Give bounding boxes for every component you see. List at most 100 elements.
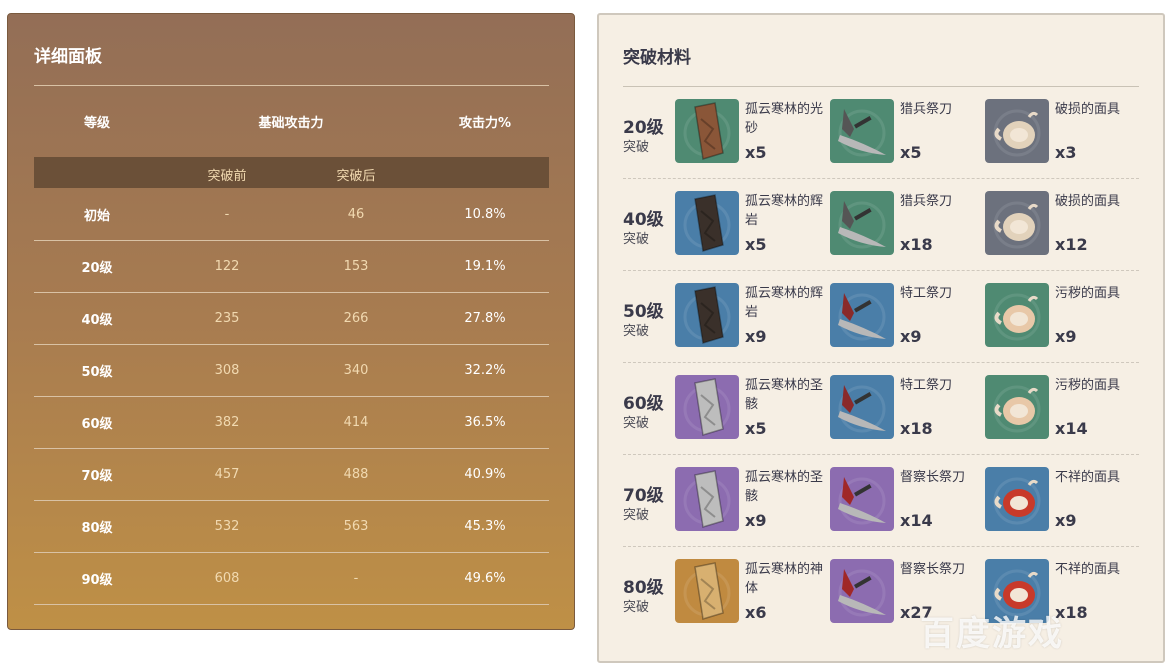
material-quantity: x3 <box>1055 143 1077 162</box>
blade-icon <box>830 559 894 623</box>
material-quantity: x9 <box>1055 511 1077 530</box>
material-name: 猎兵祭刀 <box>900 102 953 117</box>
cell-after: 414 <box>343 414 369 430</box>
material-item[interactable]: 猎兵祭刀 x5 <box>830 99 980 165</box>
material-item[interactable]: 孤云寒林的辉岩 x9 <box>675 283 825 349</box>
table-row: 80级 532 563 45.3% <box>34 500 549 552</box>
material-name: 猎兵祭刀 <box>900 194 953 209</box>
cell-atk-pct: 49.6% <box>464 570 506 586</box>
cell-before: 235 <box>214 310 240 326</box>
material-quantity: x27 <box>900 603 933 622</box>
material-item[interactable]: 孤云寒林的圣骸 x9 <box>675 467 825 533</box>
cell-before: 308 <box>214 362 240 378</box>
material-item[interactable]: 督察长祭刀 x27 <box>830 559 980 625</box>
materials-panel: 突破材料 20级 突破 孤云寒林的光砂 x5 猎兵祭刀 x5 破损的面具 x3 … <box>597 13 1165 663</box>
cell-before: - <box>224 206 230 222</box>
material-row: 20级 突破 孤云寒林的光砂 x5 猎兵祭刀 x5 破损的面具 x3 <box>623 87 1139 179</box>
mask-icon <box>985 559 1049 623</box>
material-name: 督察长祭刀 <box>900 470 966 485</box>
cell-level: 20级 <box>81 260 113 276</box>
material-item[interactable]: 不祥的面具 x9 <box>985 467 1135 533</box>
ascension-label: 突破 <box>623 140 650 155</box>
divider <box>34 85 549 86</box>
material-row: 80级 突破 孤云寒林的神体 x6 督察长祭刀 x27 不祥的面具 x18 <box>623 547 1139 639</box>
table-subheader: 突破前 突破后 <box>34 157 549 188</box>
material-quantity: x9 <box>1055 327 1077 346</box>
material-quantity: x5 <box>745 419 767 438</box>
material-item[interactable]: 不祥的面具 x18 <box>985 559 1135 625</box>
cell-level: 80级 <box>81 520 113 536</box>
material-name: 孤云寒林的辉岩 <box>745 194 824 228</box>
material-item[interactable]: 督察长祭刀 x14 <box>830 467 980 533</box>
material-quantity: x5 <box>900 143 922 162</box>
cell-before: 608 <box>214 570 240 586</box>
material-quantity: x9 <box>745 327 767 346</box>
material-item[interactable]: 孤云寒林的光砂 x5 <box>675 99 825 165</box>
material-item[interactable]: 孤云寒林的神体 x6 <box>675 559 825 625</box>
material-name: 破损的面具 <box>1055 194 1121 209</box>
ascension-level: 20级 <box>623 118 664 138</box>
table-row: 初始 - 46 10.8% <box>34 188 549 240</box>
detail-panel-title: 详细面板 <box>34 47 102 67</box>
cell-before: 382 <box>214 414 240 430</box>
cell-atk-pct: 10.8% <box>464 206 506 222</box>
slab-icon <box>675 559 739 623</box>
header-level: 等级 <box>83 115 111 131</box>
material-name: 特工祭刀 <box>900 286 953 301</box>
detail-panel: 详细面板 等级 基础攻击力 攻击力% 突破前 突破后 初始 - 46 10.8%… <box>7 13 575 630</box>
blade-icon <box>830 191 894 255</box>
material-name: 孤云寒林的辉岩 <box>745 286 824 320</box>
material-item[interactable]: 破损的面具 x3 <box>985 99 1135 165</box>
table-row: 90级 608 - 49.6% <box>34 552 549 604</box>
material-quantity: x5 <box>745 235 767 254</box>
material-row: 50级 突破 孤云寒林的辉岩 x9 特工祭刀 x9 污秽的面具 x9 <box>623 271 1139 363</box>
material-name: 不祥的面具 <box>1055 470 1121 485</box>
blade-icon <box>830 99 894 163</box>
material-item[interactable]: 破损的面具 x12 <box>985 191 1135 257</box>
material-quantity: x12 <box>1055 235 1088 254</box>
material-quantity: x9 <box>745 511 767 530</box>
mask-icon <box>985 99 1049 163</box>
ascension-label: 突破 <box>623 508 650 523</box>
header-base-atk: 基础攻击力 <box>258 115 324 131</box>
slab-icon <box>675 191 739 255</box>
mask-icon <box>985 283 1049 347</box>
material-item[interactable]: 猎兵祭刀 x18 <box>830 191 980 257</box>
material-quantity: x9 <box>900 327 922 346</box>
divider <box>34 292 549 293</box>
slab-icon <box>675 467 739 531</box>
ascension-level: 70级 <box>623 486 664 506</box>
cell-after: 46 <box>347 206 365 222</box>
subheader-before: 突破前 <box>207 169 247 184</box>
cell-after: - <box>353 570 359 586</box>
material-quantity: x14 <box>900 511 933 530</box>
material-item[interactable]: 污秽的面具 x9 <box>985 283 1135 349</box>
table-row: 20级 122 153 19.1% <box>34 240 549 292</box>
cell-atk-pct: 32.2% <box>464 362 506 378</box>
cell-atk-pct: 36.5% <box>464 414 506 430</box>
cell-atk-pct: 27.8% <box>464 310 506 326</box>
cell-atk-pct: 40.9% <box>464 466 506 482</box>
material-item[interactable]: 特工祭刀 x18 <box>830 375 980 441</box>
material-item[interactable]: 污秽的面具 x14 <box>985 375 1135 441</box>
material-item[interactable]: 特工祭刀 x9 <box>830 283 980 349</box>
material-name: 孤云寒林的光砂 <box>745 102 824 136</box>
material-name: 污秽的面具 <box>1055 378 1121 393</box>
divider <box>34 396 549 397</box>
table-row: 70级 457 488 40.9% <box>34 448 549 500</box>
subheader-after: 突破后 <box>336 169 376 184</box>
cell-before: 532 <box>214 518 240 534</box>
material-item[interactable]: 孤云寒林的圣骸 x5 <box>675 375 825 441</box>
cell-atk-pct: 45.3% <box>464 518 506 534</box>
cell-level: 40级 <box>81 312 113 328</box>
material-name: 孤云寒林的圣骸 <box>745 470 824 504</box>
cell-after: 153 <box>343 258 369 274</box>
divider <box>34 604 549 605</box>
divider <box>34 500 549 501</box>
divider <box>34 344 549 345</box>
material-item[interactable]: 孤云寒林的辉岩 x5 <box>675 191 825 257</box>
table-row: 50级 308 340 32.2% <box>34 344 549 396</box>
cell-before: 122 <box>214 258 240 274</box>
ascension-level: 80级 <box>623 578 664 598</box>
material-quantity: x18 <box>900 419 933 438</box>
